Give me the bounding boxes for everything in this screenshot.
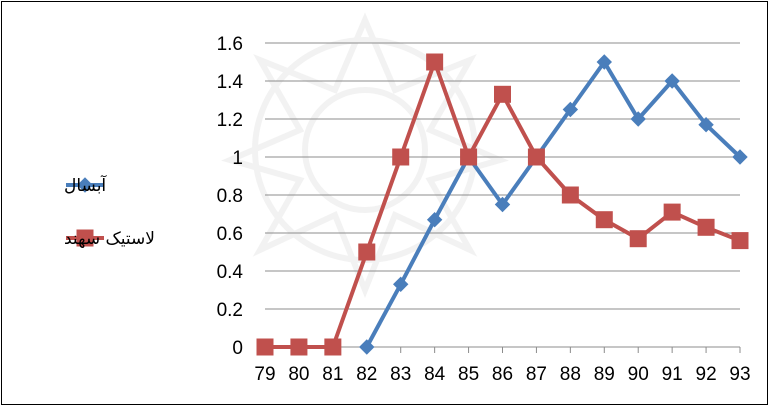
x-tick-label: 92 [696,364,717,385]
y-tick-label: 0.8 [217,186,243,207]
legend-item-1: آبسال [64,174,107,196]
y-tick-label: 0.6 [217,224,243,245]
legend-label: لاستیک سهند [64,229,155,249]
data-point-marker [393,276,409,293]
y-tick-label: 0 [232,338,243,359]
data-point-marker [527,148,545,166]
data-point-marker [697,218,715,236]
x-tick-label: 80 [288,364,309,385]
data-point-marker [663,203,681,221]
data-point-marker [392,148,410,166]
x-tick-label: 86 [492,364,513,385]
x-tick-label: 89 [594,364,615,385]
y-tick-label: 0.4 [217,262,244,283]
data-point-marker [698,116,714,133]
data-point-marker [290,338,308,356]
data-point-marker [426,53,444,71]
data-point-marker [595,211,613,229]
y-tick-label: 1 [232,148,243,169]
data-point-marker [494,85,511,103]
legend: آبسال لاستیک سهند [64,174,155,249]
data-point-marker [629,230,647,248]
data-point-marker [324,338,342,356]
x-axis-tick-labels: 79 80 81 82 83 84 85 86 87 88 89 90 91 92 93 [254,364,750,385]
x-tick-label: 87 [526,364,547,385]
x-tick-label: 93 [729,364,750,385]
data-point-marker [561,186,579,204]
data-point-marker [562,101,579,118]
data-point-marker [460,148,478,166]
data-point-marker [494,196,511,213]
data-point-marker [664,73,680,89]
x-tick-label: 91 [662,364,683,385]
x-tick-label: 79 [254,364,275,385]
y-tick-label: 1.4 [217,72,244,93]
y-tick-label: 1.2 [217,110,243,131]
legend-label: آبسال [64,174,107,196]
data-point-marker [359,339,375,355]
data-point-marker [596,54,612,70]
y-tick-label: 1.6 [217,34,243,55]
series-2 [256,53,749,356]
y-axis-tick-labels: 0 0.2 0.4 0.6 0.8 1 1.2 1.4 1.6 [217,34,244,359]
legend-marker [77,177,93,193]
x-tick-label: 90 [628,364,649,385]
x-tick-label: 84 [424,364,446,385]
data-point-marker [256,338,274,356]
data-point-marker [630,111,646,127]
x-tick-label: 82 [356,364,377,385]
series-line [365,60,742,348]
data-point-marker [426,211,443,228]
series-layer [256,53,749,356]
legend-marker [76,229,94,247]
y-tick-label: 0.2 [217,300,243,321]
x-tick-label: 85 [458,364,479,385]
legend-item-2: لاستیک سهند [64,229,155,249]
data-point-marker [731,232,749,250]
x-tick-label: 83 [390,364,411,385]
data-point-marker [358,243,376,261]
data-point-marker [732,149,748,165]
x-tick-label: 81 [322,364,343,385]
gridlines [265,42,740,310]
x-tick-label: 88 [560,364,581,385]
